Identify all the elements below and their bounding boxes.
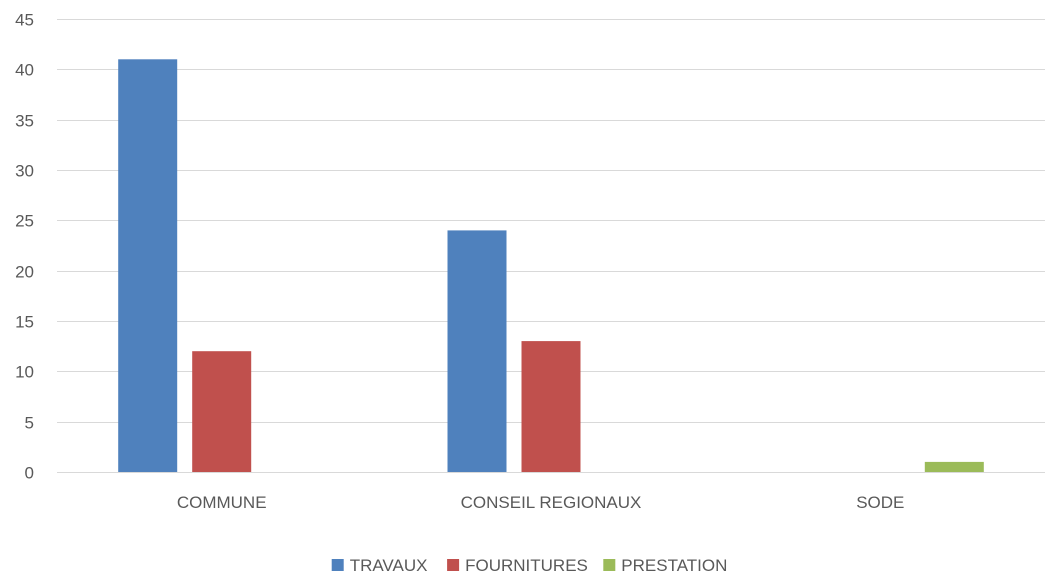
legend-item-fournitures: FOURNITURES [447, 556, 588, 575]
y-tick-label: 35 [15, 112, 34, 131]
bar-prestation-sode [924, 461, 984, 472]
bars [118, 59, 984, 473]
y-tick-label: 0 [25, 464, 34, 483]
bar-fournitures-commune [192, 351, 252, 472]
y-tick-label: 30 [15, 162, 34, 181]
x-category-label: COMMUNE [177, 493, 267, 512]
bar-travaux-conseil-regionaux [447, 230, 507, 472]
legend-label: TRAVAUX [350, 556, 428, 575]
y-tick-label: 45 [15, 11, 34, 30]
y-tick-label: 5 [25, 414, 34, 433]
x-category-label: SODE [856, 493, 904, 512]
x-axis-category-labels: COMMUNE CONSEIL REGIONAUX SODE [177, 493, 905, 512]
bar-travaux-commune [118, 59, 178, 473]
legend-swatch [603, 559, 616, 571]
legend-swatch [331, 559, 344, 571]
y-tick-label: 10 [15, 363, 34, 382]
y-tick-label: 20 [15, 263, 34, 282]
legend-swatch [447, 559, 460, 571]
bar-fournitures-conseil-regionaux [521, 341, 581, 472]
y-tick-label: 15 [15, 313, 34, 332]
y-tick-label: 40 [15, 61, 34, 80]
legend-label: PRESTATION [621, 556, 727, 575]
x-category-label: CONSEIL REGIONAUX [461, 493, 642, 512]
legend-item-travaux: TRAVAUX [331, 556, 428, 575]
y-tick-label: 25 [15, 212, 34, 231]
y-axis-tick-labels: 0 5 10 15 20 25 30 35 40 45 [15, 11, 34, 483]
legend-item-prestation: PRESTATION [603, 556, 727, 575]
legend-label: FOURNITURES [465, 556, 588, 575]
legend: TRAVAUX FOURNITURES PRESTATION [331, 556, 727, 575]
